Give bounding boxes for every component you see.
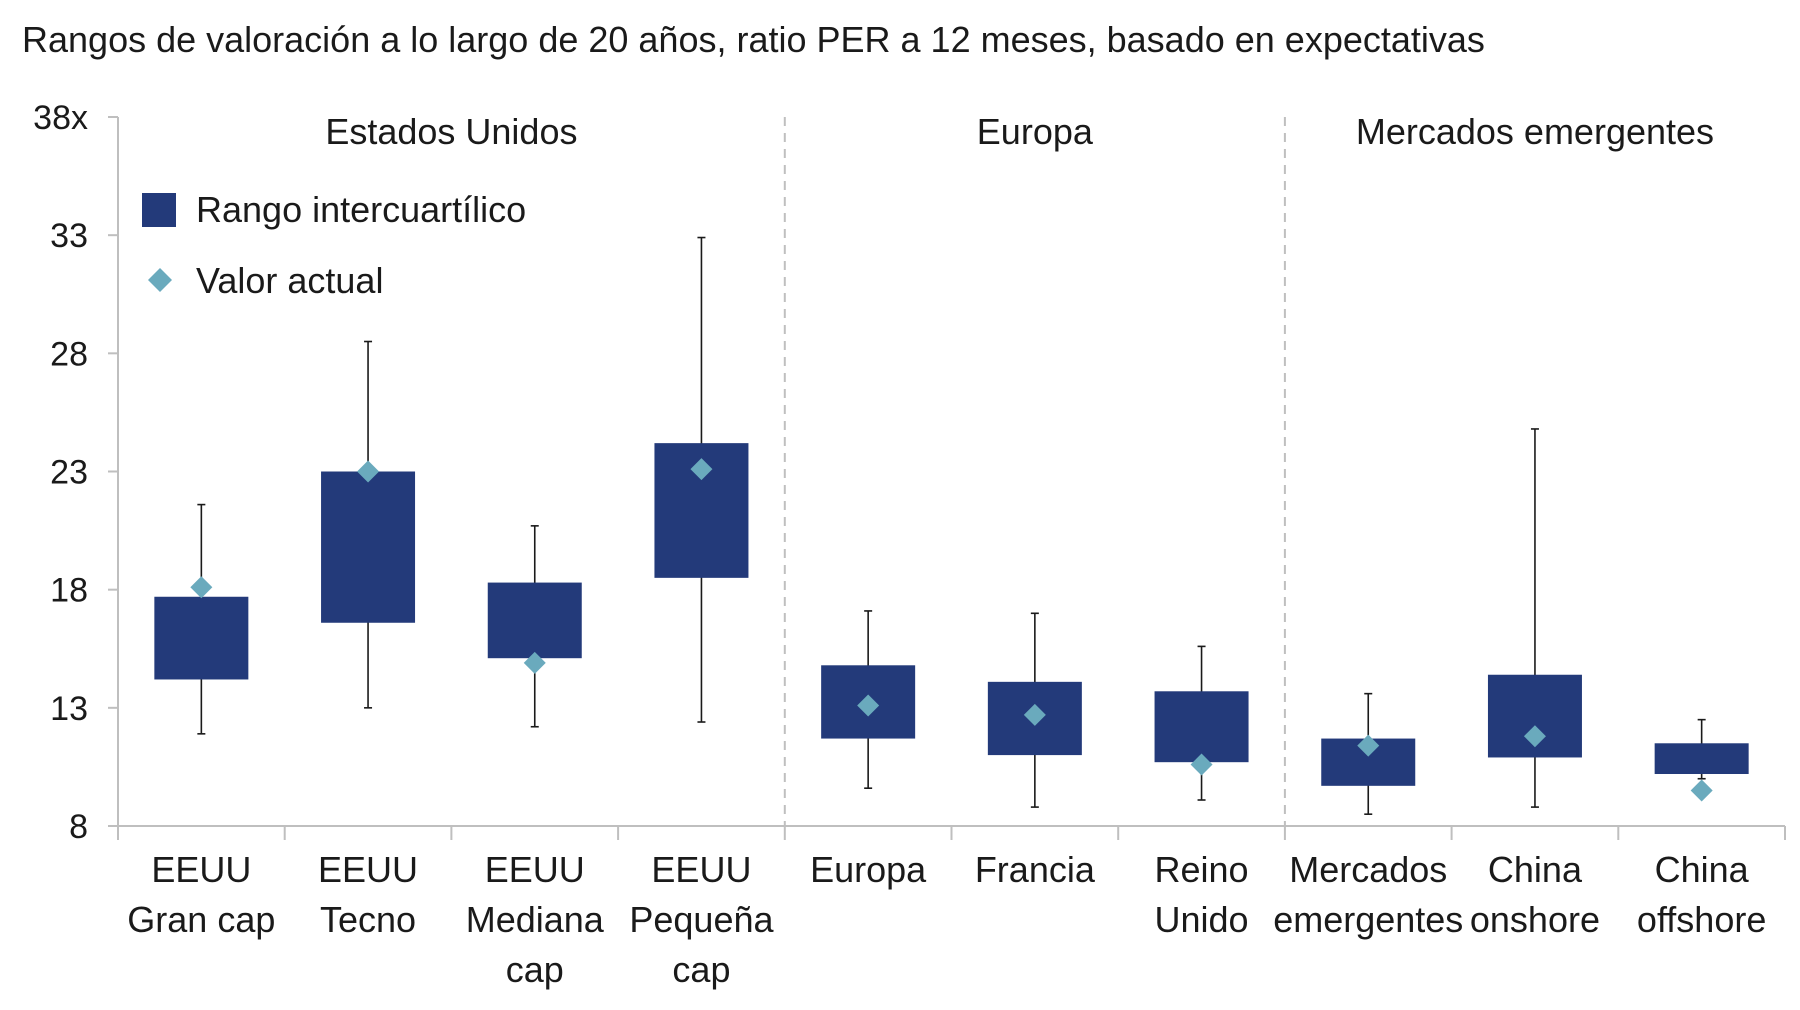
category-label-line: Europa: [810, 849, 927, 890]
category-label-line: cap: [672, 949, 730, 990]
category-label: EEUU Mediana cap: [466, 849, 605, 990]
legend: Rango intercuartílico Valor actual: [142, 189, 526, 301]
region-label: Mercados emergentes: [1356, 111, 1714, 152]
current-value-marker: [690, 458, 713, 481]
category-label: China onshore: [1470, 849, 1600, 940]
y-axis: 8 13 18 23 28 33 38x: [33, 99, 119, 846]
category-label-line: Gran cap: [127, 899, 275, 940]
y-tick-label: 23: [50, 454, 88, 492]
category-label: Mercados emergentes: [1273, 849, 1463, 940]
category-label-line: EEUU: [485, 849, 585, 890]
y-tick-label: 33: [50, 217, 88, 255]
category-label-line: EEUU: [651, 849, 751, 890]
region-label: Europa: [977, 111, 1094, 152]
region-label: Estados Unidos: [325, 111, 577, 152]
category-label-line: emergentes: [1273, 899, 1463, 940]
category-label-line: onshore: [1470, 899, 1600, 940]
current-value-marker: [1357, 734, 1380, 757]
y-tick-label: 38x: [33, 99, 88, 137]
current-value-markers: [190, 458, 1713, 802]
legend-diamond-swatch: [148, 268, 172, 292]
category-label: EEUU Tecno: [318, 849, 418, 940]
category-labels: EEUU Gran cap EEUU Tecno EEUU Mediana cap EEUU P…: [127, 849, 1766, 990]
current-value-marker: [523, 651, 546, 674]
category-label-line: Mercados: [1289, 849, 1447, 890]
current-value-marker: [190, 576, 213, 599]
current-value-marker: [1690, 779, 1713, 802]
whiskers: [197, 236, 1706, 815]
category-label-line: EEUU: [151, 849, 251, 890]
interquartile-boxes: [154, 443, 1749, 786]
x-axis: [117, 825, 1786, 840]
category-label-line: Tecno: [320, 899, 416, 940]
category-label-line: China: [1488, 849, 1583, 890]
category-label-line: Reino: [1155, 849, 1249, 890]
category-label-line: Francia: [975, 849, 1096, 890]
current-value-marker: [1523, 725, 1546, 748]
interquartile-box: [1154, 691, 1249, 763]
current-value-marker: [1190, 753, 1213, 776]
y-tick-label: 28: [50, 335, 88, 373]
category-label: Francia: [975, 849, 1096, 890]
category-label-line: offshore: [1637, 899, 1766, 940]
category-label: EEUU Pequeña cap: [629, 849, 774, 990]
y-tick-label: 8: [69, 808, 88, 846]
category-label-line: Mediana: [466, 899, 605, 940]
category-label-line: Pequeña: [629, 899, 774, 940]
y-tick-label: 13: [50, 690, 88, 728]
category-label: EEUU Gran cap: [127, 849, 275, 940]
interquartile-box: [154, 596, 249, 680]
category-label-line: China: [1655, 849, 1750, 890]
category-label: China offshore: [1637, 849, 1766, 940]
category-label: Europa: [810, 849, 927, 890]
legend-label-current: Valor actual: [196, 260, 383, 301]
category-label-line: cap: [506, 949, 564, 990]
category-label: Reino Unido: [1155, 849, 1249, 940]
y-tick-label: 18: [50, 572, 88, 610]
legend-box-swatch: [142, 193, 176, 227]
group-separators: [783, 117, 1286, 826]
current-value-marker: [857, 694, 880, 717]
chart-title: Rangos de valoración a lo largo de 20 añ…: [22, 19, 1485, 60]
interquartile-box: [487, 582, 582, 659]
legend-label-interquartile: Rango intercuartílico: [196, 189, 526, 230]
current-value-marker: [1023, 703, 1046, 726]
interquartile-box: [321, 471, 416, 623]
current-value-marker: [357, 460, 380, 483]
region-labels: Estados Unidos Europa Mercados emergentes: [325, 111, 1714, 152]
category-label-line: Unido: [1155, 899, 1249, 940]
interquartile-box: [1654, 743, 1749, 775]
category-label-line: EEUU: [318, 849, 418, 890]
